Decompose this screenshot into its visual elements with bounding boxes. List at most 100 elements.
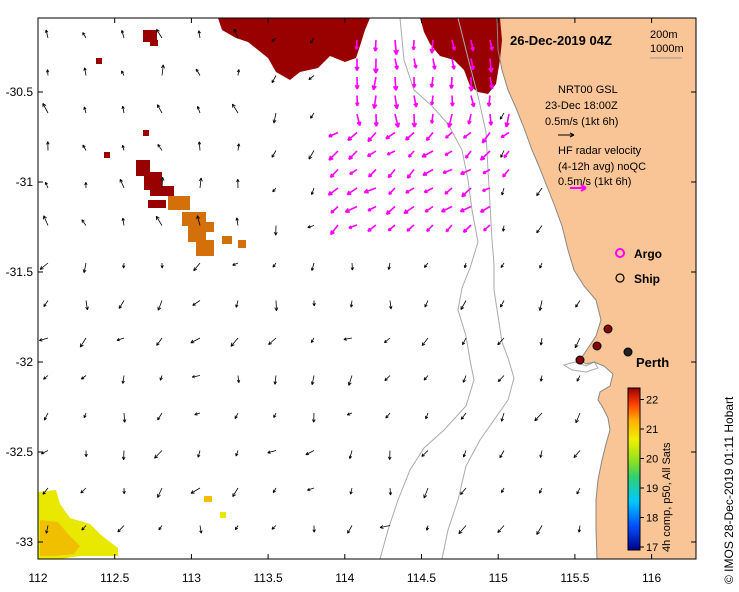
contour-legend-200m: 200m [650,29,678,41]
current-arrow [194,412,201,416]
city-label-perth: Perth [636,355,669,370]
current-arrow [574,337,581,349]
current-arrow [423,375,429,381]
current-arrow [311,412,316,423]
current-arrow [501,187,505,196]
hf-radar-arrow [486,95,492,107]
current-arrow [82,262,87,274]
current-arrow [234,525,239,531]
hf-radar-arrow [482,168,491,175]
current-arrow [121,105,125,114]
current-arrow [534,412,543,422]
current-arrow [349,300,354,308]
hf-radar-arrow [387,168,396,179]
current-arrow [236,69,241,76]
hf-radar-arrow [426,224,434,233]
current-arrow [539,375,543,382]
hf-radar-arrow [421,150,434,158]
hf-radar-arrow [460,168,472,175]
current-arrow [121,70,125,76]
hf-radar-arrow [467,113,472,125]
hf-radar-arrow [387,224,396,232]
current-arrow [536,225,543,234]
current-arrow [343,337,353,341]
current-arrow [458,525,467,535]
hf-radar-arrow [479,205,491,213]
current-arrow [156,28,163,39]
hf-radar-arrow [385,131,396,140]
current-arrow [271,150,277,158]
hf-radar-arrow [356,113,362,127]
current-arrow [197,450,201,458]
current-arrow [190,337,201,344]
colorbar-tick-label: 20 [646,454,658,466]
hf-radar-arrow [367,168,377,178]
current-arrow [273,375,277,385]
hf-radar-arrow [392,76,399,91]
current-arrow [196,215,201,226]
current-arrow [310,375,315,385]
hf-radar-scale: 0.5m/s (1kt 6h) [558,176,631,188]
current-arrow [160,64,165,76]
current-arrow [539,450,543,458]
hf-radar-arrow [488,113,494,126]
y-tick-label: -32 [16,355,34,369]
current-arrow [273,412,277,418]
land-australia [496,18,696,559]
hf-radar-arrow [367,131,377,143]
current-arrow [577,525,582,533]
current-arrow [348,450,353,459]
current-arrow [349,487,353,495]
current-arrow [39,337,49,342]
hf-radar-arrow [406,169,415,179]
current-arrow [501,225,506,232]
hf-radar-arrow [470,95,476,108]
current-arrow [193,262,201,272]
hf-radar-arrow [462,131,472,139]
current-arrow [425,412,429,420]
current-arrow [272,487,277,494]
hf-radar-arrow [366,150,377,158]
moderate-sst-patches [168,196,246,256]
hf-radar-arrow [354,58,360,72]
current-arrow [312,525,316,533]
current-arrow [80,487,87,494]
current-arrow [82,144,87,151]
current-arrow [190,487,201,494]
hf-radar-arrows [327,39,510,236]
hf-radar-arrow [372,58,379,74]
hf-radar-arrow [489,76,495,90]
current-arrow [423,487,429,499]
current-arrow [539,487,543,494]
current-arrow [423,262,429,268]
current-arrow [500,262,505,268]
current-arrow [576,487,581,495]
current-arrow [308,75,315,81]
hf-radar-arrow [444,150,453,156]
current-arrow [388,487,393,496]
current-arrow [421,337,429,347]
current-arrow [199,525,203,534]
current-arrow [307,225,315,229]
x-tick-label: 115 [489,571,508,585]
current-arrow [499,300,505,308]
current-arrow [234,412,239,419]
current-arrow [191,375,201,379]
contour-legend-1000m: 1000m [650,43,684,55]
current-arrow [387,450,392,460]
x-tick-label: 112.5 [100,571,129,585]
hf-radar-arrow [444,131,453,139]
current-arrow [310,337,315,344]
hf-radar-arrow [464,150,472,159]
y-tick-label: -31 [16,175,34,189]
hf-radar-arrow [468,76,475,92]
hf-radar-arrow [488,58,494,73]
current-arrow [310,262,315,271]
current-arrow [43,412,49,421]
current-arrow [157,300,163,311]
current-arrow [79,337,87,348]
model-time: 23-Dec 18:00Z [545,100,618,112]
current-arrow [424,300,429,308]
current-arrow [231,103,239,114]
hf-radar-arrow [354,76,360,90]
